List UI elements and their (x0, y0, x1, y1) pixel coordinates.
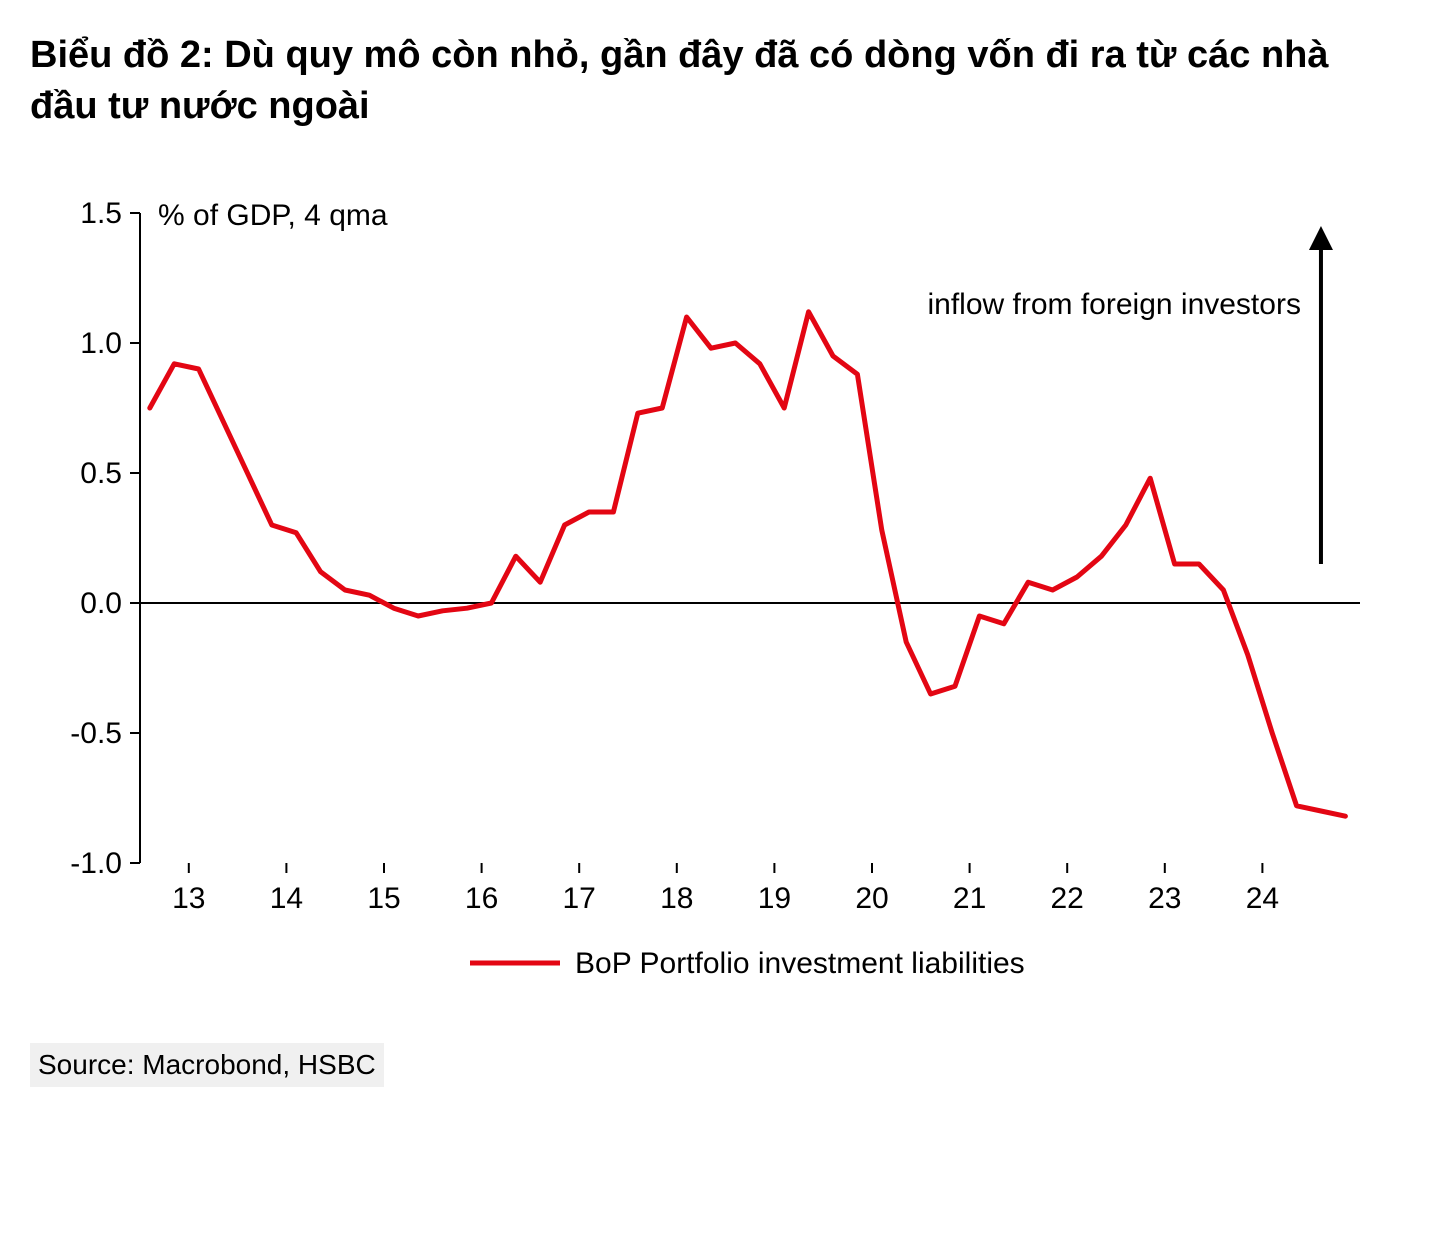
x-tick-label: 19 (758, 882, 791, 915)
x-tick-label: 24 (1246, 882, 1279, 915)
x-tick-label: 13 (172, 882, 205, 915)
x-tick-label: 16 (465, 882, 498, 915)
line-chart: -1.0 -0.5 0.0 0.5 1.0 1.5 13 14 15 16 17 18 19 20 21 22… (30, 193, 1380, 1023)
arrow-head-icon (1309, 226, 1333, 250)
y-tick-label: 1.5 (80, 197, 122, 230)
x-tick-label: 18 (660, 882, 693, 915)
chart-container: -1.0 -0.5 0.0 0.5 1.0 1.5 13 14 15 16 17 18 19 20 21 22… (30, 193, 1380, 1023)
x-tick-label: 23 (1148, 882, 1181, 915)
y-tick-label: 1.0 (80, 327, 122, 360)
y-tick-label: 0.5 (80, 457, 122, 490)
chart-subtitle: % of GDP, 4 qma (158, 199, 388, 232)
x-tick-label: 15 (367, 882, 400, 915)
y-tick-label: -1.0 (70, 847, 122, 880)
y-tick-label: -0.5 (70, 717, 122, 750)
x-tick-label: 21 (953, 882, 986, 915)
x-tick-label: 14 (270, 882, 303, 915)
annotation-label: inflow from foreign investors (927, 288, 1300, 321)
series-line (150, 311, 1346, 815)
chart-source: Source: Macrobond, HSBC (30, 1043, 384, 1087)
x-tick-label: 22 (1051, 882, 1084, 915)
y-tick-label: 0.0 (80, 587, 122, 620)
legend-label: BoP Portfolio investment liabilities (575, 947, 1025, 980)
x-tick-label: 17 (563, 882, 596, 915)
chart-title: Biểu đồ 2: Dù quy mô còn nhỏ, gần đây đã… (30, 30, 1380, 133)
x-tick-label: 20 (855, 882, 888, 915)
